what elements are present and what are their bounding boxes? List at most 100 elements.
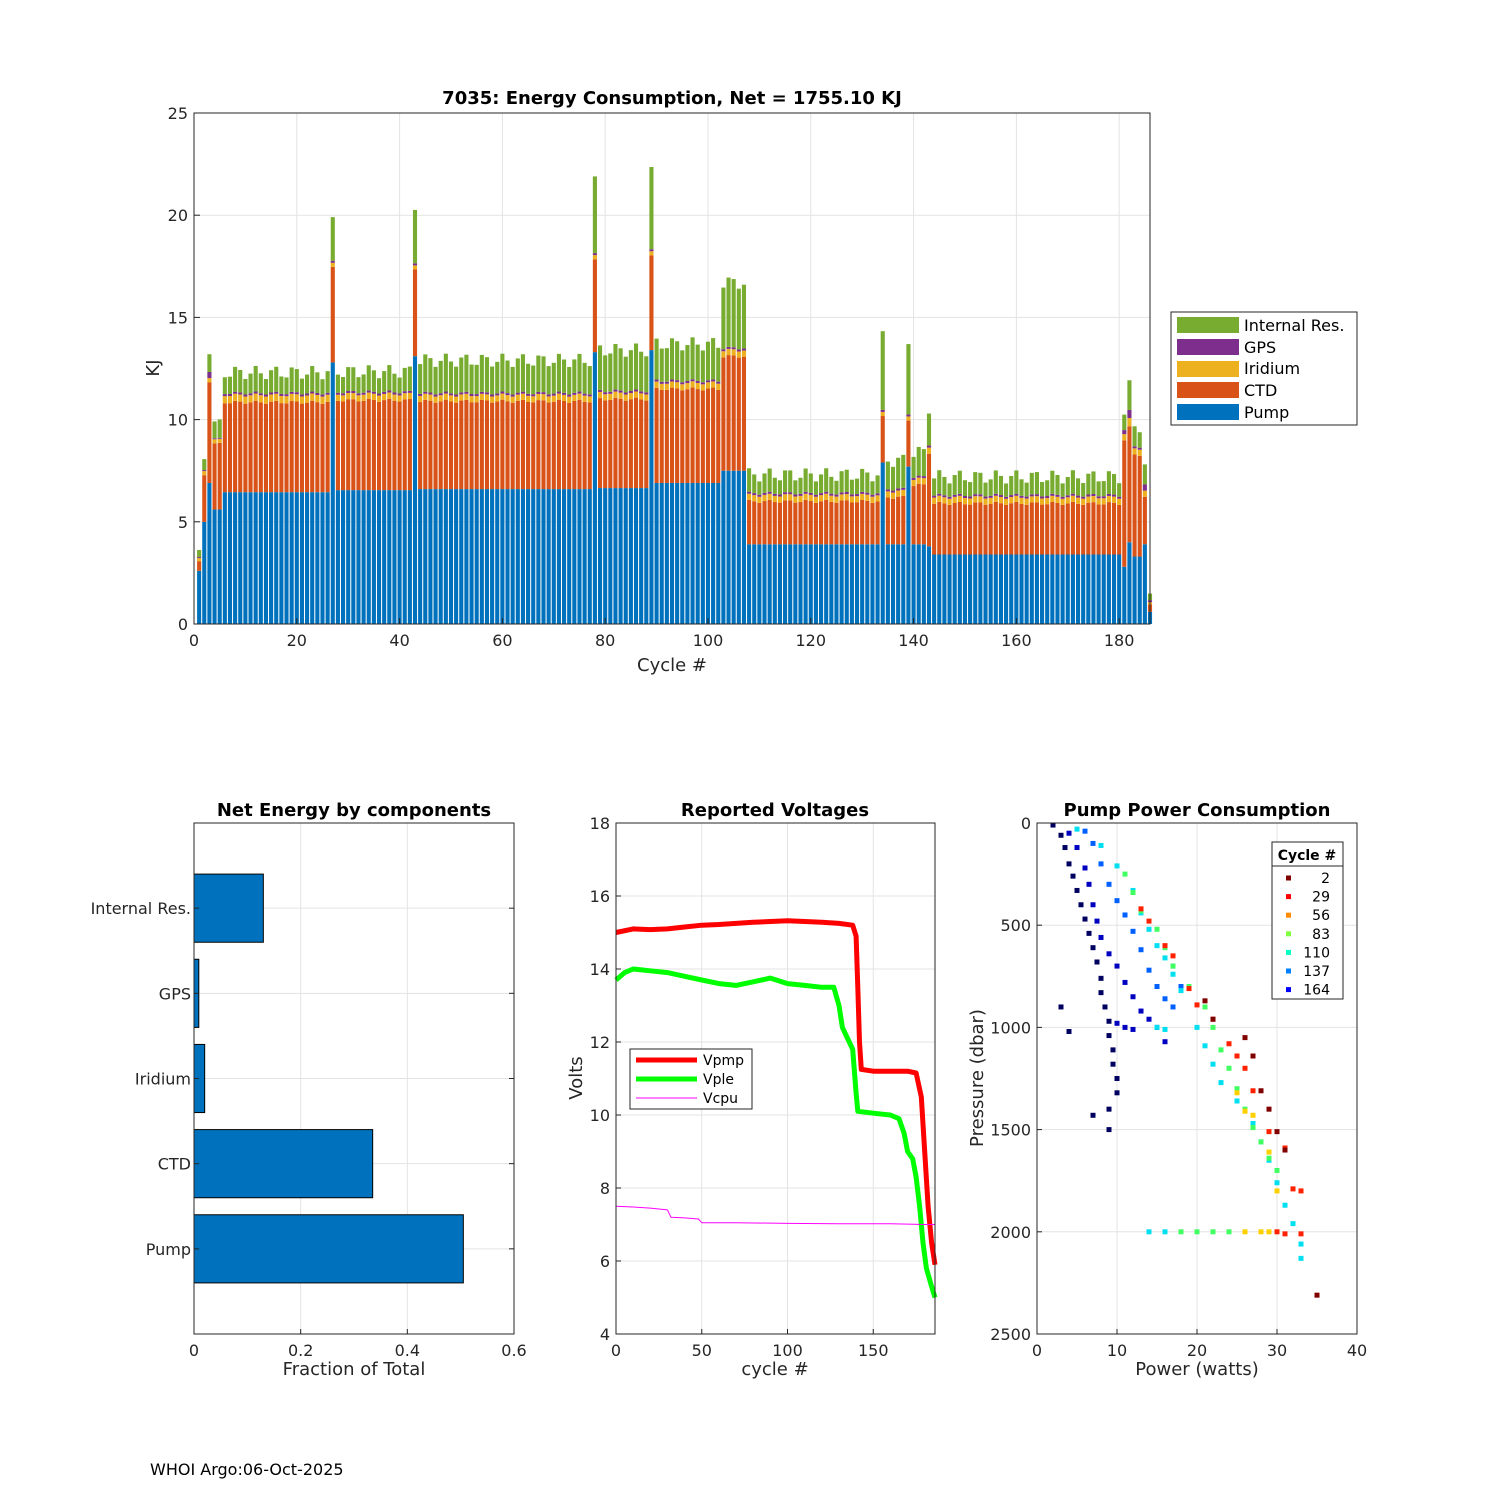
- energy-bar-pump: [783, 544, 788, 624]
- energy-bar-gps: [1065, 495, 1070, 498]
- energy-bar-internal: [361, 374, 366, 393]
- energy-bar-gps: [1029, 494, 1034, 497]
- energy-bar-ctd: [1019, 503, 1024, 555]
- energy-bar-pump: [402, 490, 407, 624]
- energy-bar-gps: [870, 494, 875, 497]
- energy-bar-iridium: [654, 381, 659, 388]
- energy-bar-ctd: [741, 356, 747, 471]
- energy-bar-gps: [1091, 493, 1096, 497]
- energy-bar-pump: [423, 489, 428, 624]
- energy-bar-pump: [824, 544, 829, 624]
- energy-bar-iridium: [227, 396, 233, 404]
- energy-bar-ctd: [1132, 454, 1137, 557]
- energy-bar-ctd: [310, 400, 315, 493]
- energy-bar-internal: [469, 364, 474, 395]
- energy-bar-gps: [911, 477, 916, 480]
- energy-bar-ctd: [731, 355, 736, 471]
- energy-bar-iridium: [233, 393, 238, 401]
- pump-point: [1274, 1167, 1280, 1173]
- energy-bar-ctd: [1060, 504, 1065, 555]
- pump-point: [1130, 889, 1136, 895]
- energy-bar-pump: [371, 490, 376, 624]
- energy-bar-internal: [351, 367, 356, 392]
- energy-bar-internal: [1065, 477, 1070, 496]
- energy-bar-ctd: [1075, 503, 1081, 555]
- energy-bar-pump: [582, 489, 587, 624]
- energy-bar-gps: [813, 494, 818, 497]
- energy-bar-internal: [592, 176, 597, 254]
- energy-bar-internal: [310, 366, 315, 392]
- pump-point: [1058, 1004, 1064, 1010]
- energy-bar-internal: [921, 449, 926, 477]
- energy-bar-gps: [484, 392, 490, 395]
- energy-bar-gps: [572, 392, 577, 395]
- energy-bar-gps: [1019, 495, 1024, 498]
- energy-bar-ctd: [957, 501, 962, 555]
- energy-bar-internal: [993, 470, 998, 494]
- legend-swatch-internal: [1177, 317, 1239, 333]
- pump-legend-label: 29: [1312, 890, 1330, 906]
- pump-chart: 0 10 20 30 40 0 500 1000 1500 2000 2500 Pump Power…: [967, 800, 1367, 1380]
- voltages-chart: 0 50 100 150 4 6 8 10 12 14 16 18 Reported Voltages…: [566, 800, 938, 1380]
- energy-bar-gps: [752, 493, 757, 496]
- energy-bar-iridium: [423, 393, 428, 400]
- energy-bar-gps: [325, 392, 330, 395]
- energy-bar-ctd: [284, 403, 289, 493]
- energy-bar-internal: [402, 367, 407, 392]
- energy-bar-gps: [464, 391, 469, 394]
- energy-bar-ctd: [1029, 502, 1034, 555]
- energy-bar-gps: [448, 393, 454, 396]
- pump-point: [1098, 842, 1104, 848]
- energy-bar-gps: [685, 381, 690, 384]
- energy-bar-iridium: [197, 558, 202, 562]
- energy-bar-ctd: [628, 399, 633, 489]
- pump-point: [1282, 1231, 1288, 1237]
- energy-bar-ctd: [551, 401, 556, 490]
- energy-bar-internal: [1050, 470, 1055, 494]
- energy-bar-gps: [947, 496, 952, 499]
- energy-bar-ctd: [562, 401, 567, 490]
- energy-bar-iridium: [1050, 495, 1055, 503]
- energy-bar-pump: [721, 470, 726, 624]
- energy-bar-iridium: [556, 393, 561, 400]
- pump-point: [1070, 873, 1076, 879]
- energy-xlabel: Cycle #: [637, 655, 707, 676]
- energy-bar-gps: [998, 495, 1004, 498]
- energy-bar-ctd: [495, 401, 500, 490]
- legend-label-ctd: CTD: [1244, 381, 1277, 400]
- energy-bar-pump: [592, 352, 597, 624]
- energy-bar-internal: [669, 338, 675, 380]
- voltages-tick-label-y: 6: [600, 1252, 610, 1271]
- energy-bar-ctd: [1127, 426, 1132, 543]
- energy-bar-internal: [1070, 470, 1075, 494]
- energy-bar-gps: [1004, 496, 1009, 499]
- energy-bar-internal: [1137, 432, 1142, 448]
- energy-bar-ctd: [402, 399, 407, 491]
- energy-bar-iridium: [747, 493, 752, 500]
- energy-bar-iridium: [212, 439, 217, 444]
- pump-point: [1234, 1098, 1240, 1104]
- energy-bar-pump: [988, 554, 993, 624]
- pump-point: [1242, 1229, 1248, 1235]
- energy-bar-gps: [695, 380, 700, 383]
- energy-bar-gps: [1070, 493, 1075, 496]
- energy-bar-pump: [860, 544, 865, 624]
- energy-bar-pump: [854, 544, 860, 624]
- energy-bar-iridium: [993, 495, 998, 502]
- energy-bar-ctd: [680, 390, 685, 483]
- pump-point: [1202, 1004, 1208, 1010]
- energy-bar-pump: [1045, 554, 1050, 624]
- energy-bar-internal: [654, 338, 659, 380]
- energy-bar-gps: [644, 392, 649, 395]
- pump-point: [1162, 1026, 1168, 1032]
- energy-bar-internal: [505, 360, 510, 394]
- energy-bar-internal: [603, 355, 608, 393]
- energy-bar-pump: [680, 482, 685, 624]
- energy-bar-internal: [346, 367, 351, 391]
- energy-bar-pump: [1029, 554, 1034, 624]
- energy-bar-iridium: [998, 497, 1004, 504]
- energy-bar-internal: [1117, 483, 1122, 497]
- energy-bar-ctd: [320, 403, 325, 493]
- energy-bar-iridium: [978, 496, 983, 503]
- energy-bar-ctd: [371, 399, 376, 491]
